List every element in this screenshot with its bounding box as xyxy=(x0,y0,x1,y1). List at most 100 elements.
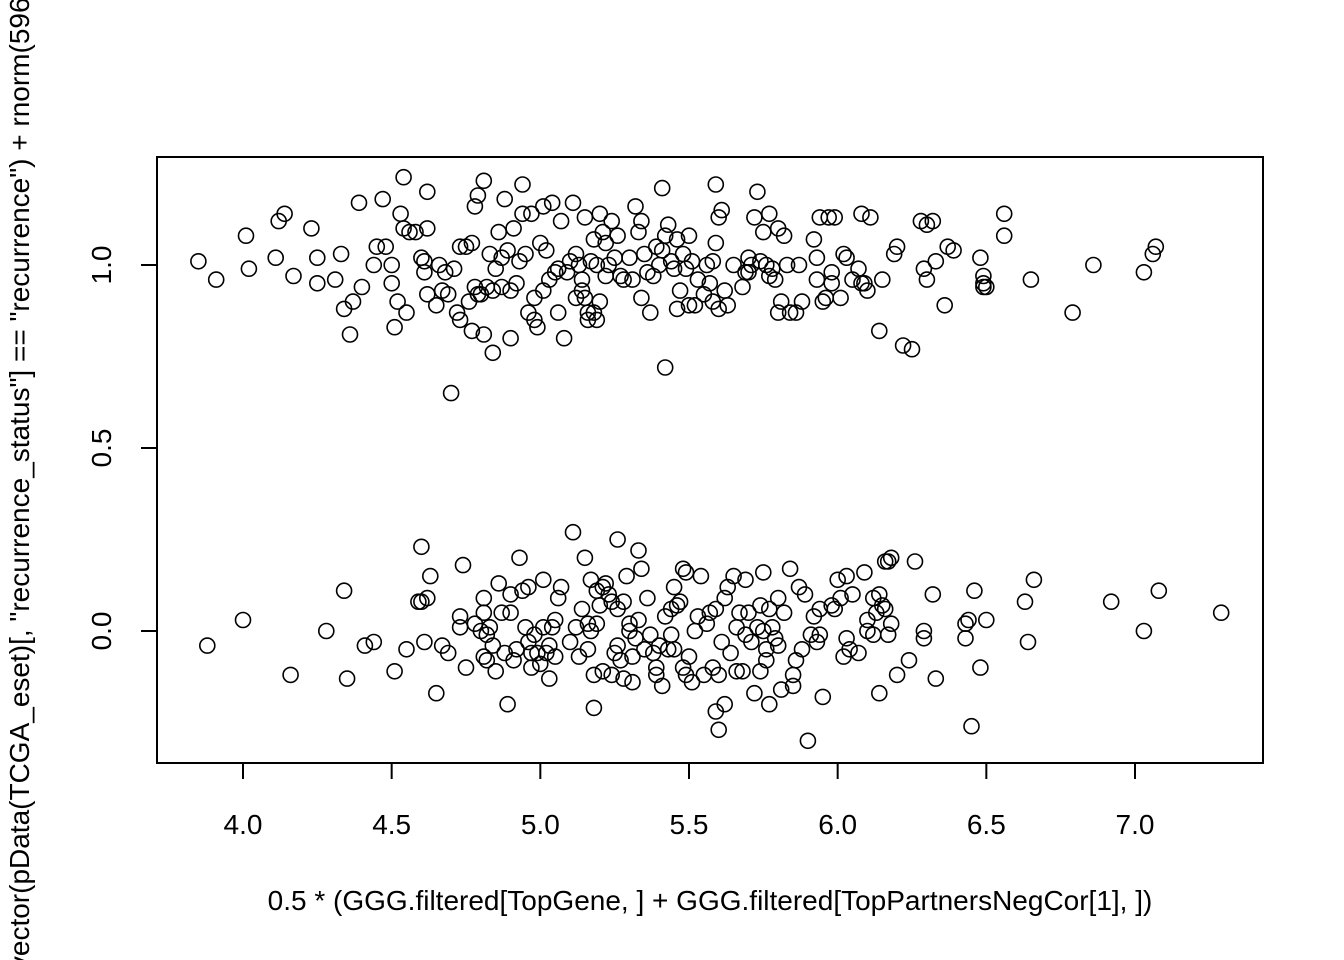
data-point xyxy=(749,183,766,201)
data-point xyxy=(713,633,731,651)
data-point xyxy=(1019,633,1037,651)
data-point xyxy=(841,640,858,658)
data-point xyxy=(481,618,499,636)
y-axis: 0.0 0.5 1.0 xyxy=(86,246,158,651)
data-point xyxy=(668,300,686,318)
data-point xyxy=(639,589,656,607)
data-point xyxy=(463,322,481,340)
data-point xyxy=(775,227,793,244)
data-point xyxy=(555,329,573,347)
data-point xyxy=(656,359,674,376)
data-point xyxy=(686,296,704,314)
data-point xyxy=(918,271,936,288)
data-point xyxy=(882,549,900,567)
data-point xyxy=(707,176,725,193)
data-point xyxy=(903,340,921,358)
data-point xyxy=(237,227,255,244)
data-point xyxy=(326,271,344,288)
data-point xyxy=(282,666,299,684)
data-point xyxy=(353,278,371,296)
data-point xyxy=(823,263,841,281)
data-point xyxy=(1016,593,1034,611)
data-point xyxy=(698,615,716,633)
data-point xyxy=(799,732,817,750)
data-point xyxy=(386,318,403,336)
data-point xyxy=(398,304,415,321)
data-point xyxy=(728,662,745,680)
data-point xyxy=(835,245,852,263)
data-point xyxy=(356,637,374,654)
data-point xyxy=(844,586,861,603)
data-point xyxy=(766,629,784,647)
x-tick-label: 5.0 xyxy=(521,809,560,840)
data-point xyxy=(588,615,606,633)
y-tick-label: 1.0 xyxy=(86,246,117,285)
data-point xyxy=(710,300,728,318)
data-point xyxy=(505,651,522,669)
data-point xyxy=(668,231,686,248)
data-point xyxy=(668,597,686,614)
x-tick-label: 5.5 xyxy=(670,809,709,840)
data-point xyxy=(671,593,689,611)
data-point xyxy=(303,220,320,237)
data-point xyxy=(407,223,424,241)
data-point xyxy=(769,304,787,321)
data-point xyxy=(710,209,728,226)
data-point xyxy=(603,666,621,684)
data-point xyxy=(475,648,493,665)
data-point xyxy=(573,600,591,618)
data-point xyxy=(665,640,683,658)
data-point xyxy=(1064,304,1081,321)
data-point xyxy=(680,648,698,665)
data-point xyxy=(508,274,525,292)
data-point xyxy=(546,648,564,665)
data-point xyxy=(418,183,436,201)
data-point xyxy=(609,227,626,244)
data-point xyxy=(190,252,207,270)
data-point xyxy=(418,220,436,237)
data-point xyxy=(936,296,954,314)
data-point xyxy=(781,304,799,321)
data-point xyxy=(915,622,933,640)
data-point xyxy=(529,644,546,662)
data-point xyxy=(526,311,543,329)
data-point xyxy=(377,238,395,255)
data-point xyxy=(534,618,552,636)
data-point xyxy=(740,604,757,622)
data-point xyxy=(784,677,802,695)
data-point xyxy=(737,571,754,589)
data-point xyxy=(829,571,847,589)
data-point xyxy=(537,242,555,259)
data-point xyxy=(630,611,647,629)
data-point xyxy=(514,205,531,223)
data-point xyxy=(457,659,475,676)
data-point xyxy=(546,611,564,629)
data-point xyxy=(350,194,368,212)
data-point xyxy=(469,187,487,204)
y-tick-label: 0.0 xyxy=(86,612,117,651)
data-point xyxy=(630,223,647,241)
data-point xyxy=(579,615,597,633)
data-point xyxy=(436,263,454,281)
data-point xyxy=(808,249,826,267)
x-tick-label: 7.0 xyxy=(1116,809,1155,840)
data-point xyxy=(766,271,784,288)
data-point xyxy=(763,618,781,636)
data-point xyxy=(972,659,989,676)
data-point xyxy=(490,575,508,592)
data-point xyxy=(448,304,466,321)
data-point xyxy=(853,205,870,223)
data-point xyxy=(505,220,522,237)
data-point xyxy=(977,611,995,629)
data-point xyxy=(597,575,615,592)
data-point xyxy=(775,604,793,622)
data-point xyxy=(585,666,603,684)
data-point xyxy=(814,688,832,706)
data-point xyxy=(633,560,650,578)
data-point xyxy=(466,198,484,215)
data-point xyxy=(707,600,725,618)
data-point xyxy=(915,260,933,278)
data-point xyxy=(332,245,350,263)
data-point xyxy=(496,190,514,208)
data-point xyxy=(481,245,499,263)
